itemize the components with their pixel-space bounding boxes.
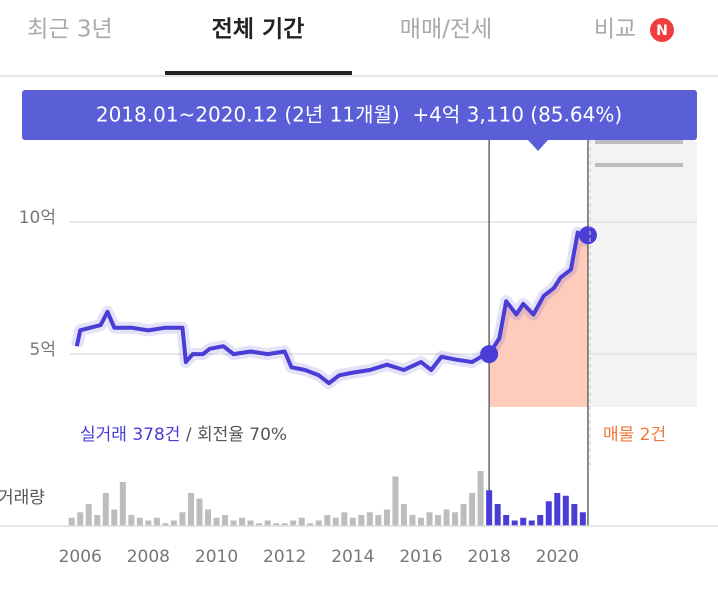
volume-bar — [520, 517, 527, 526]
volume-bar — [341, 512, 348, 526]
volume-bar — [77, 512, 84, 526]
volume-bar — [111, 509, 118, 526]
badge-text: N — [656, 23, 668, 39]
turnover: / 회전율 70% — [180, 425, 287, 445]
volume-bar — [187, 493, 194, 526]
volume-bar — [256, 523, 263, 526]
x-tick-label: 2010 — [195, 547, 238, 567]
volume-bar — [315, 520, 322, 526]
volume-bar — [230, 520, 237, 526]
x-tick-label: 2008 — [127, 547, 170, 567]
x-tick-label: 2018 — [468, 547, 511, 567]
volume-bar — [136, 517, 143, 526]
volume-bar — [554, 493, 561, 526]
volume-bar — [400, 504, 407, 526]
tab[interactable]: 최근 3년 — [27, 17, 112, 43]
volume-bar — [435, 515, 442, 526]
decor-bar — [595, 163, 683, 167]
volume-bar — [102, 493, 109, 526]
volume-bar — [443, 509, 450, 526]
volume-bar — [503, 515, 510, 526]
selection-dot — [578, 226, 597, 245]
volume-label: 거래량 — [0, 488, 45, 508]
x-tick-label: 2016 — [399, 547, 442, 567]
volume-bar — [324, 515, 331, 526]
volume-bar — [281, 523, 288, 526]
tab[interactable]: 매매/전세 — [400, 17, 492, 43]
tooltip-pointer — [528, 140, 548, 151]
volume-bar — [383, 509, 390, 526]
volume-bar — [392, 476, 399, 526]
volume-bar — [307, 523, 314, 526]
volume-bar — [452, 512, 459, 526]
volume-bar — [128, 515, 135, 526]
volume-bar — [179, 512, 186, 526]
volume-bar — [409, 515, 416, 526]
price-line — [74, 230, 590, 386]
x-tick-label: 2012 — [263, 547, 306, 567]
x-tick-label: 2006 — [59, 547, 102, 567]
volume-bar — [68, 517, 75, 526]
volume-bar — [205, 509, 212, 526]
volume-bar — [486, 490, 493, 526]
future-area — [590, 140, 697, 407]
y-tick-label: 10억 — [19, 208, 56, 228]
volume-bar — [349, 517, 356, 526]
volume-bar — [366, 512, 373, 526]
volume-bar — [94, 515, 101, 526]
volume-bar — [460, 504, 467, 526]
volume-bar — [537, 515, 544, 526]
tab-underline — [165, 71, 352, 75]
tab-selected[interactable]: 전체 기간 — [212, 17, 305, 43]
y-tick-label: 5억 — [30, 340, 56, 360]
volume-bar — [290, 520, 297, 526]
listings: 매물 2건 — [603, 425, 666, 445]
volume-bar — [239, 517, 246, 526]
volume-bar — [264, 520, 271, 526]
volume-bar — [417, 517, 424, 526]
volume-bar — [162, 523, 169, 526]
volume-bar — [298, 517, 305, 526]
volume-bar — [469, 493, 476, 526]
tooltip — [22, 90, 697, 140]
volume-bar — [358, 515, 365, 526]
volume-bar — [494, 504, 501, 526]
badge — [650, 18, 674, 42]
tooltip-text: 2018.01~2020.12 (2년 11개월) +4억 3,110 (85.… — [96, 103, 622, 127]
volume-bar — [528, 520, 535, 526]
x-tick-label: 2020 — [536, 547, 579, 567]
volume-bar — [426, 512, 433, 526]
trades: 실거래 378건 — [80, 425, 180, 445]
volume-bar — [545, 501, 552, 526]
volume-bar — [571, 504, 578, 526]
volume-bar — [145, 520, 152, 526]
volume-bar — [477, 471, 484, 526]
tab[interactable]: 비교 — [594, 17, 636, 43]
volume-bar — [579, 512, 586, 526]
volume-bar — [119, 482, 126, 526]
volume-bar — [332, 517, 339, 526]
volume-bar — [562, 495, 569, 526]
volume-bar — [153, 517, 160, 526]
volume-bar — [213, 517, 220, 526]
volume-bar — [511, 520, 518, 526]
volume-bar — [196, 498, 203, 526]
volume-bar — [85, 504, 92, 526]
trade-count: 실거래 378건 / 회전율 70% — [80, 425, 287, 445]
volume-bar — [273, 523, 280, 526]
volume-bar — [170, 520, 177, 526]
volume-bar — [247, 520, 254, 526]
volume-bar — [375, 515, 382, 526]
x-tick-label: 2014 — [331, 547, 374, 567]
volume-bar — [222, 515, 229, 526]
decor-bar — [595, 140, 683, 144]
selection-dot — [480, 345, 499, 364]
